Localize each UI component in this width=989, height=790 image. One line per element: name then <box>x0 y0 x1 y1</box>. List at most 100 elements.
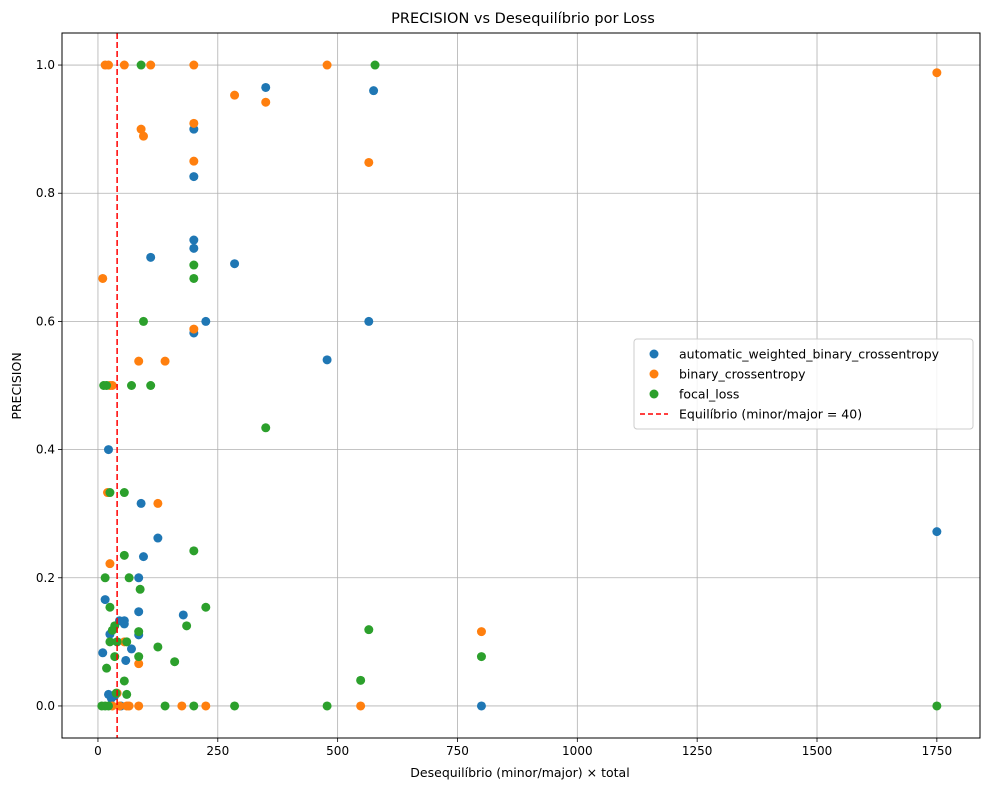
data-point <box>105 559 115 569</box>
data-point <box>322 355 332 365</box>
data-point <box>138 131 148 141</box>
data-point <box>136 124 146 134</box>
data-point <box>153 642 163 652</box>
data-point <box>107 625 117 635</box>
data-point <box>189 243 199 253</box>
data-point <box>369 86 379 96</box>
data-point <box>100 595 110 605</box>
data-point <box>122 637 132 647</box>
data-point <box>189 118 199 128</box>
data-point <box>146 60 156 70</box>
data-point <box>102 381 112 390</box>
x-tick-label: 500 <box>326 744 349 758</box>
data-point <box>160 701 170 711</box>
data-point <box>103 60 113 70</box>
data-point <box>261 82 271 92</box>
data-point <box>136 60 146 70</box>
data-point <box>364 316 374 326</box>
data-point <box>189 701 199 711</box>
data-point <box>119 676 129 686</box>
y-tick-label: 0.6 <box>36 314 55 328</box>
data-point <box>119 550 129 560</box>
data-point <box>201 316 211 326</box>
data-point <box>356 675 366 685</box>
data-point <box>230 701 240 711</box>
y-tick-label: 0.8 <box>36 186 55 200</box>
data-point <box>124 701 134 711</box>
x-tick-label: 1000 <box>562 744 593 758</box>
data-point <box>105 637 115 647</box>
data-point <box>178 610 188 620</box>
data-point <box>146 252 156 262</box>
legend: automatic_weighted_binary_crossentropy b… <box>633 338 974 430</box>
data-point <box>182 621 192 631</box>
series-2-points <box>97 60 942 711</box>
legend-box <box>633 338 974 430</box>
data-point <box>105 488 115 498</box>
data-point <box>932 527 942 537</box>
data-point <box>134 573 144 583</box>
legend-label-bce: binary_crossentropy <box>679 367 806 382</box>
data-point <box>134 607 144 617</box>
x-tick-label: 250 <box>206 744 229 758</box>
data-point <box>201 701 211 711</box>
data-point <box>127 381 137 390</box>
data-point <box>189 60 199 70</box>
data-point <box>189 260 199 270</box>
x-tick-label: 750 <box>446 744 469 758</box>
data-point <box>153 498 163 508</box>
data-point <box>201 602 211 612</box>
series-1-points <box>98 60 942 711</box>
legend-label-reference: Equilíbrio (minor/major = 40) <box>679 407 862 422</box>
legend-label-awbce: automatic_weighted_binary_crossentropy <box>679 347 940 362</box>
data-point <box>110 652 120 662</box>
data-point <box>261 423 271 433</box>
data-point <box>189 172 199 182</box>
data-point <box>136 498 146 508</box>
data-point <box>153 533 163 543</box>
x-tick-label: 1750 <box>922 744 953 758</box>
x-tick-label: 0 <box>94 744 102 758</box>
legend-marker-bce <box>649 369 659 379</box>
data-point <box>170 657 180 667</box>
data-point <box>121 655 131 665</box>
data-point <box>134 701 144 711</box>
data-point <box>111 688 121 698</box>
x-axis-ticks: 0 250 500 750 1000 1250 1500 1750 <box>94 738 952 758</box>
data-point <box>189 235 199 245</box>
data-point <box>100 573 110 583</box>
data-point <box>98 648 108 658</box>
data-point <box>932 68 942 78</box>
data-point <box>476 701 486 711</box>
data-point <box>476 627 486 637</box>
data-point <box>230 259 240 269</box>
data-point <box>261 97 271 107</box>
data-point <box>127 644 137 654</box>
y-axis-label: PRECISION <box>9 352 24 419</box>
data-point <box>177 701 187 711</box>
x-tick-label: 1500 <box>802 744 833 758</box>
y-tick-label: 0.2 <box>36 571 55 585</box>
series-0-points <box>98 82 942 711</box>
data-point <box>115 701 125 711</box>
data-point <box>160 356 170 366</box>
data-point <box>146 381 156 390</box>
data-point <box>105 602 115 612</box>
data-point <box>103 445 113 455</box>
data-point <box>322 701 332 711</box>
data-point <box>135 584 145 594</box>
data-point <box>932 701 942 711</box>
plot-frame <box>61 32 981 739</box>
data-point <box>102 663 112 673</box>
data-point <box>230 90 240 100</box>
data-point <box>189 324 199 334</box>
data-point <box>122 689 132 699</box>
data-point <box>124 573 134 583</box>
y-axis-ticks: 0.0 0.2 0.4 0.6 0.8 1.0 <box>36 58 62 713</box>
data-point <box>103 701 113 711</box>
data-point <box>138 552 148 562</box>
data-point <box>476 652 486 662</box>
y-tick-label: 1.0 <box>36 58 55 72</box>
data-points <box>97 60 942 711</box>
